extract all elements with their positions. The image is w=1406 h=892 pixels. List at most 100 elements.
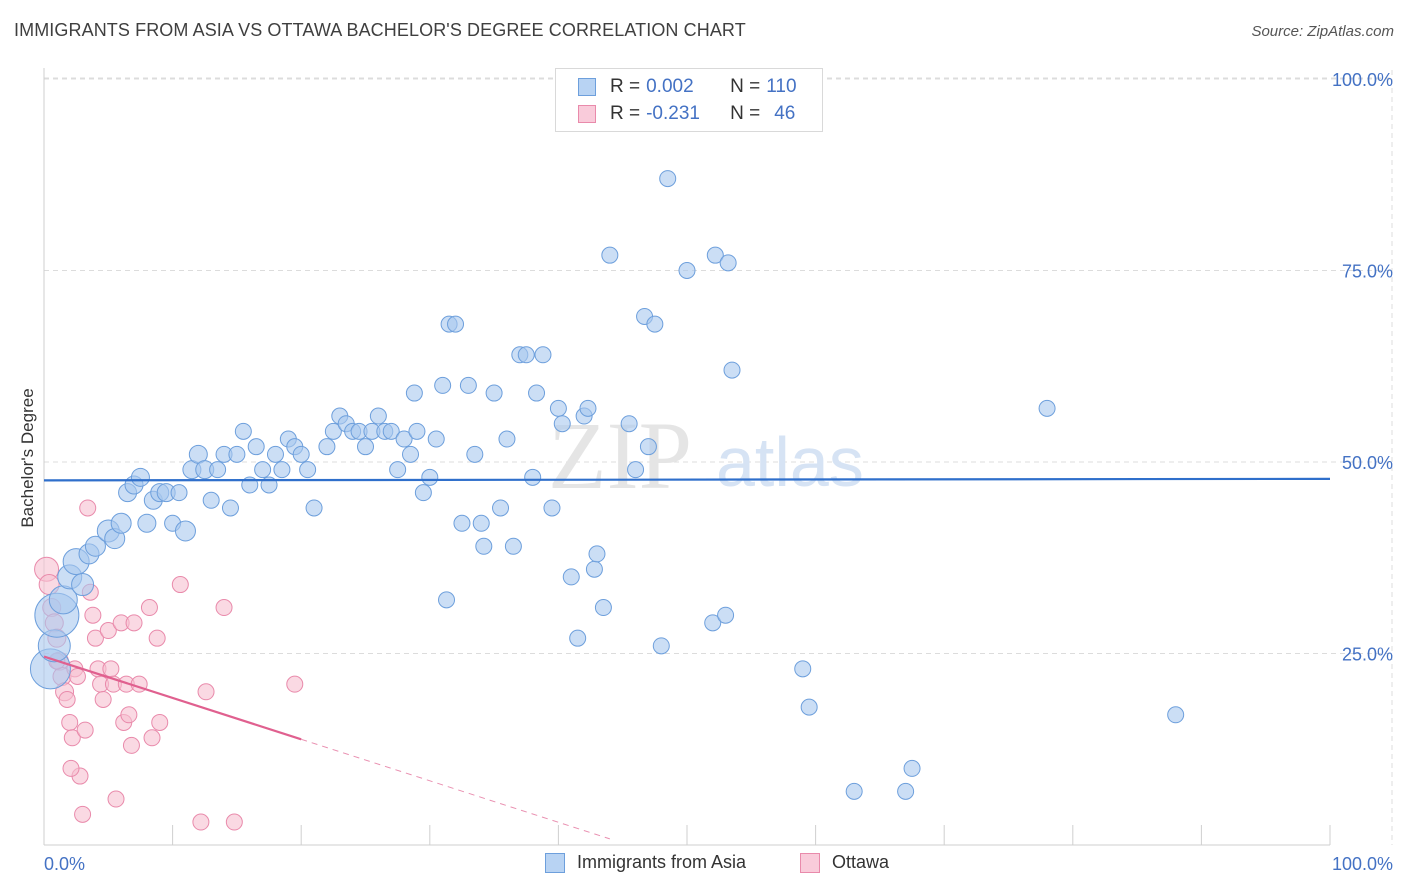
legend-row-asia: R = 0.002 N = 110 — [578, 75, 797, 99]
data-point — [234, 422, 252, 440]
legend-r-value: -0.231 — [646, 103, 700, 124]
data-point — [192, 813, 210, 831]
data-point — [143, 729, 161, 747]
data-point — [466, 445, 484, 463]
data-point — [318, 438, 336, 456]
data-point — [122, 736, 140, 754]
data-point — [588, 545, 606, 563]
data-point — [627, 461, 645, 479]
data-point — [472, 514, 490, 532]
gridlines — [44, 70, 1393, 845]
legend-r-label: R = — [610, 76, 641, 97]
data-point — [99, 622, 117, 640]
data-point — [402, 445, 420, 463]
data-point — [71, 573, 95, 597]
series-legend-ottawa[interactable]: Ottawa — [800, 852, 889, 873]
series-legend-asia[interactable]: Immigrants from Asia — [545, 852, 746, 873]
trend-lines — [43, 477, 1331, 840]
legend-r-value: 0.002 — [646, 76, 694, 97]
data-point — [382, 422, 400, 440]
data-point — [68, 667, 86, 685]
data-point — [475, 537, 493, 555]
data-point — [1167, 706, 1185, 724]
y-tick-label: 50.0% — [1342, 453, 1393, 473]
data-point — [76, 721, 94, 739]
data-point — [517, 346, 535, 364]
series-legend: Immigrants from Asia Ottawa — [0, 852, 1406, 878]
legend-r-label: R = — [610, 103, 641, 124]
source-label: Source: ZipAtlas.com — [1251, 23, 1394, 40]
data-point — [543, 499, 561, 517]
data-point — [427, 430, 445, 448]
data-point — [171, 576, 189, 594]
data-point — [221, 499, 239, 517]
data-point — [498, 430, 516, 448]
legend-swatch-blue — [578, 78, 596, 96]
data-point — [137, 513, 157, 533]
legend-n-value: 110 — [766, 76, 797, 97]
data-point — [140, 599, 158, 617]
data-point — [170, 484, 188, 502]
data-point — [646, 315, 664, 333]
data-point — [492, 499, 510, 517]
immigrants-asia-points — [29, 170, 1185, 800]
data-point — [652, 637, 670, 655]
data-point — [120, 706, 138, 724]
data-point — [84, 535, 106, 557]
data-point — [305, 499, 323, 517]
data-point — [659, 170, 677, 188]
data-point — [130, 467, 150, 487]
data-point — [405, 384, 423, 402]
data-point — [266, 445, 284, 463]
data-point — [84, 606, 102, 624]
data-point — [79, 499, 97, 517]
data-point — [553, 415, 571, 433]
data-point — [202, 491, 220, 509]
series-label-ottawa: Ottawa — [832, 852, 890, 872]
data-point — [151, 713, 169, 731]
data-point — [601, 246, 619, 264]
data-point — [678, 262, 696, 279]
y-tick-label: 25.0% — [1342, 645, 1393, 665]
data-point — [197, 683, 215, 701]
data-point — [528, 384, 546, 402]
watermark: ZIP atlas — [548, 402, 864, 509]
data-point — [534, 346, 552, 364]
data-point — [434, 376, 452, 394]
data-point — [719, 254, 737, 272]
data-point — [74, 805, 92, 823]
data-point — [453, 514, 471, 532]
legend-n-label: N = — [730, 103, 761, 124]
data-point — [63, 729, 81, 747]
data-point — [585, 560, 603, 578]
legend-row-ottawa: R = -0.231 N = 46 — [578, 102, 795, 126]
data-point — [723, 361, 741, 379]
data-point — [225, 813, 243, 831]
tick-labels: 25.0% 50.0% 75.0% 100.0% 0.0% 100.0% — [44, 70, 1393, 874]
data-point — [562, 568, 580, 586]
legend-n-value: 46 — [774, 103, 796, 124]
data-point — [254, 461, 272, 479]
data-point — [594, 599, 612, 617]
data-point — [408, 422, 426, 440]
data-point — [845, 782, 863, 800]
data-point — [485, 384, 503, 402]
data-point — [357, 438, 374, 456]
data-point — [292, 445, 310, 463]
data-point — [107, 790, 125, 808]
axes — [43, 68, 1331, 846]
data-point — [61, 713, 79, 731]
watermark-zip: ZIP — [548, 402, 692, 509]
data-point — [209, 461, 227, 479]
legend-n-label: N = — [730, 76, 761, 97]
data-point — [125, 614, 143, 632]
data-point — [438, 591, 456, 609]
data-point — [903, 759, 921, 777]
series-label-asia: Immigrants from Asia — [577, 852, 747, 872]
series-swatch-pink — [800, 852, 820, 873]
data-point — [395, 430, 413, 448]
watermark-atlas: atlas — [716, 423, 864, 501]
data-point — [369, 407, 387, 425]
data-point — [62, 759, 80, 777]
data-point — [94, 690, 112, 708]
